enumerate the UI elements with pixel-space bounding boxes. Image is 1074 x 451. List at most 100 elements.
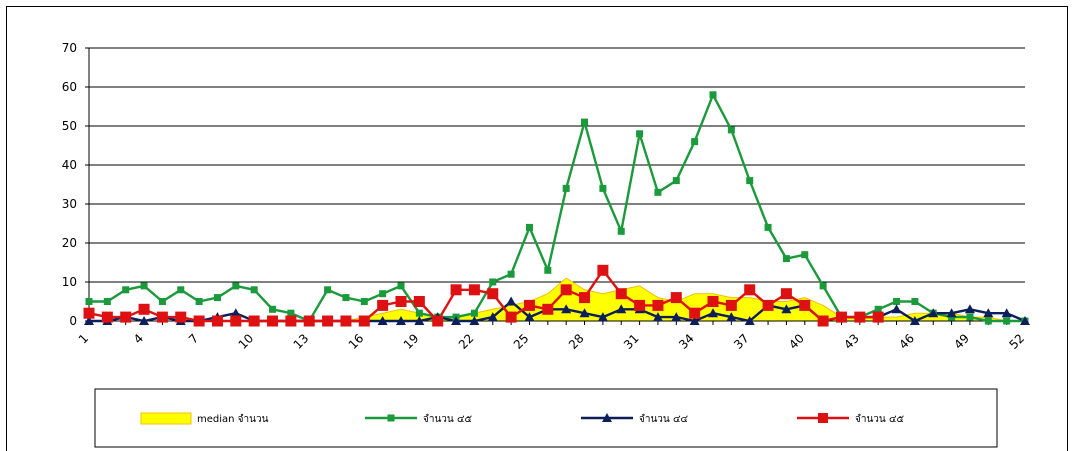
- square-marker: [799, 299, 811, 311]
- triangle-marker: [597, 312, 608, 322]
- square-marker: [122, 286, 130, 294]
- y-tick-label: 60: [62, 80, 77, 94]
- square-marker: [691, 138, 699, 146]
- square-marker: [342, 294, 350, 302]
- x-tick-label: 52: [1006, 331, 1027, 352]
- square-marker: [782, 255, 790, 263]
- square-marker: [966, 313, 974, 321]
- square-marker: [615, 288, 627, 300]
- triangle-marker: [946, 308, 957, 318]
- triangle-marker: [964, 304, 975, 314]
- square-marker: [360, 298, 368, 305]
- legend-label: จำนวน ๔๔: [639, 414, 689, 425]
- square-marker: [670, 292, 682, 304]
- square-marker: [397, 282, 405, 290]
- square-marker: [872, 311, 884, 323]
- square-marker: [617, 227, 625, 235]
- triangle-marker: [414, 316, 425, 325]
- square-marker: [175, 311, 187, 323]
- square-marker: [523, 299, 535, 311]
- square-marker: [303, 315, 315, 327]
- square-marker: [544, 266, 552, 274]
- square-marker: [652, 299, 664, 311]
- triangle-marker: [561, 304, 572, 314]
- square-marker: [489, 278, 497, 286]
- triangle-marker: [671, 312, 682, 322]
- triangle-marker: [1001, 308, 1012, 318]
- x-tick-label: 40: [786, 331, 807, 352]
- square-marker: [984, 317, 992, 325]
- square-marker: [911, 298, 919, 305]
- triangle-marker: [726, 312, 737, 322]
- square-marker: [525, 223, 533, 231]
- square-marker: [468, 284, 480, 296]
- square-marker: [746, 177, 754, 185]
- square-marker: [819, 282, 827, 290]
- square-marker: [562, 184, 570, 192]
- x-tick-label: 16: [346, 331, 367, 352]
- square-marker: [725, 299, 737, 311]
- y-tick-label: 40: [62, 158, 77, 172]
- square-marker: [248, 315, 260, 327]
- square-marker: [764, 223, 772, 231]
- triangle-marker: [909, 316, 920, 325]
- square-marker: [672, 177, 680, 185]
- legend-label: จำนวน ๔๕: [423, 414, 473, 425]
- square-marker: [140, 282, 148, 290]
- square-marker: [507, 270, 515, 278]
- square-marker: [450, 284, 462, 296]
- triangle-marker: [396, 316, 406, 325]
- square-marker: [211, 315, 223, 327]
- triangle-marker: [983, 308, 994, 318]
- x-tick-label: 46: [896, 331, 917, 352]
- square-marker: [893, 298, 901, 305]
- square-marker: [193, 315, 205, 327]
- square-marker: [177, 286, 185, 294]
- square-marker: [780, 288, 792, 300]
- triangle-marker: [891, 304, 902, 314]
- x-tick-label: 37: [731, 331, 752, 352]
- square-marker: [487, 288, 499, 300]
- legend-entry: จำนวน ๔๕: [797, 413, 905, 425]
- line-chart: 0 10 20 30 40 50 60 70 1 4 7 10 13 16 19 22 25 28 31 34 37 40…: [62, 41, 1030, 448]
- square-marker: [195, 298, 203, 305]
- square-marker: [581, 118, 589, 126]
- x-tick-label: 31: [621, 331, 642, 352]
- triangle-marker: [928, 308, 939, 318]
- x-tick-label: 43: [841, 331, 862, 352]
- triangle-marker: [139, 316, 150, 325]
- triangle-marker: [708, 308, 718, 318]
- square-marker: [232, 282, 240, 290]
- square-marker: [83, 307, 95, 319]
- legend-label: จำนวน ๔๕: [855, 414, 905, 425]
- triangle-marker: [652, 312, 663, 322]
- triangle-marker: [1020, 316, 1030, 325]
- square-marker: [395, 296, 407, 307]
- triangle-marker: [377, 316, 388, 325]
- square-marker: [138, 303, 150, 315]
- triangle-marker: [84, 316, 94, 325]
- square-marker: [709, 91, 717, 99]
- square-marker: [158, 298, 166, 305]
- x-tick-label: 13: [291, 331, 312, 352]
- chart-frame: 0 10 20 30 40 50 60 70 1 4 7 10 13 16 19 22 25 28 31 34 37 40…: [6, 6, 1068, 451]
- y-tick-label: 10: [62, 275, 77, 289]
- x-tick-label: 28: [566, 331, 587, 352]
- x-tick-label: 25: [511, 331, 532, 352]
- x-tick-label: 22: [456, 331, 477, 352]
- series-line-1: [89, 93, 1025, 323]
- square-marker: [801, 251, 809, 259]
- square-marker: [103, 298, 111, 305]
- square-marker: [727, 126, 735, 134]
- square-marker: [85, 298, 93, 305]
- triangle-marker: [524, 312, 535, 322]
- legend-entry: จำนวน ๔๔: [581, 413, 689, 425]
- square-marker: [654, 188, 662, 196]
- square-marker: [689, 307, 701, 319]
- square-marker: [287, 309, 295, 317]
- square-marker: [324, 286, 332, 294]
- square-marker: [707, 296, 719, 307]
- x-tick-label: 4: [131, 331, 146, 346]
- legend-swatch: [140, 412, 192, 425]
- y-tick-label: 20: [62, 236, 77, 250]
